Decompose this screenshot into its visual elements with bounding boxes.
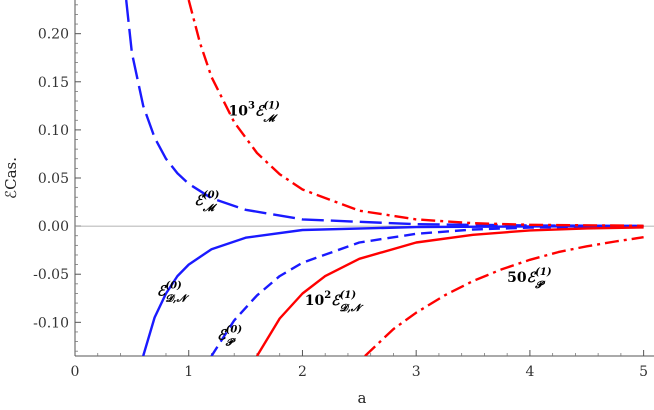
- annotation-subscript: 𝓓,𝓝: [340, 303, 364, 314]
- series-line-2: [142, 224, 644, 356]
- x-tick-label: 3: [412, 364, 421, 380]
- y-tick-label: 0.00: [38, 219, 69, 235]
- curve-annotation: ℰ(0) 𝓜: [194, 190, 219, 214]
- y-axis: -0.10 -0.05 0.00 0.05 0.10 0.15 0.20: [33, 0, 81, 356]
- y-tick-label: -0.10: [33, 315, 69, 331]
- y-tick-label: 0.05: [38, 171, 69, 187]
- annotation-superscript: (1): [535, 267, 552, 278]
- x-tick-label: 0: [71, 364, 80, 380]
- curve-annotation: ℰ(0) 𝓓,𝓝: [157, 280, 190, 304]
- series-line-1: [125, 0, 644, 228]
- y-tick-label: 0.10: [38, 123, 69, 139]
- series-line-6: [364, 236, 644, 356]
- curve-annotation: 103ℰ(1) 𝓜: [229, 100, 281, 124]
- annotation-subscript: 𝓜: [262, 113, 278, 124]
- x-tick-label: 4: [525, 364, 534, 380]
- annotation-superscript: (1): [263, 100, 280, 111]
- annotation-coefficient: 10: [305, 293, 325, 309]
- plot-background: [75, 0, 654, 356]
- series-line-5: [255, 226, 644, 356]
- annotation-symbol: ℰ: [157, 283, 168, 299]
- annotation-symbol: ℰ: [194, 193, 205, 209]
- annotation-subscript: 𝓟: [225, 338, 237, 349]
- annotation-superscript: (0): [203, 190, 220, 201]
- annotation-symbol: ℰ: [331, 293, 342, 309]
- x-tick-label: 1: [184, 364, 193, 380]
- curve-annotation: 102ℰ(1) 𝓓,𝓝: [305, 290, 364, 314]
- annotation-superscript: (1): [340, 290, 357, 301]
- x-tick-label: 5: [639, 364, 648, 380]
- curve-annotation: ℰ(0) 𝓟: [217, 325, 242, 349]
- annotation-symbol: ℰ: [217, 328, 228, 344]
- x-axis-label: a: [358, 389, 367, 407]
- annotation-coefficient: 10: [229, 103, 249, 119]
- annotation-subscript: 𝓜: [202, 203, 218, 214]
- annotation-coefficient: 50: [507, 270, 527, 286]
- annotation-exponent: 2: [324, 290, 331, 301]
- series-line-4: [187, 0, 644, 227]
- curve-annotation: 50ℰ(1) 𝓟: [507, 267, 552, 291]
- annotation-subscript: 𝓓,𝓝: [165, 293, 189, 304]
- y-axis-label: ℰCas.: [2, 157, 20, 199]
- x-tick-label: 2: [298, 364, 307, 380]
- series-line-3: [210, 225, 644, 356]
- y-tick-label: 0.15: [38, 75, 69, 91]
- annotation-symbol: ℰ: [255, 103, 266, 119]
- y-tick-label: 0.20: [38, 27, 69, 43]
- annotation-subscript: 𝓟: [534, 280, 546, 291]
- y-tick-label: -0.05: [33, 267, 69, 283]
- annotation-exponent: 3: [248, 100, 255, 111]
- annotation-superscript: (0): [226, 325, 243, 336]
- annotation-superscript: (0): [165, 280, 182, 291]
- series-layer: [125, 0, 644, 356]
- annotation-symbol: ℰ: [527, 270, 538, 286]
